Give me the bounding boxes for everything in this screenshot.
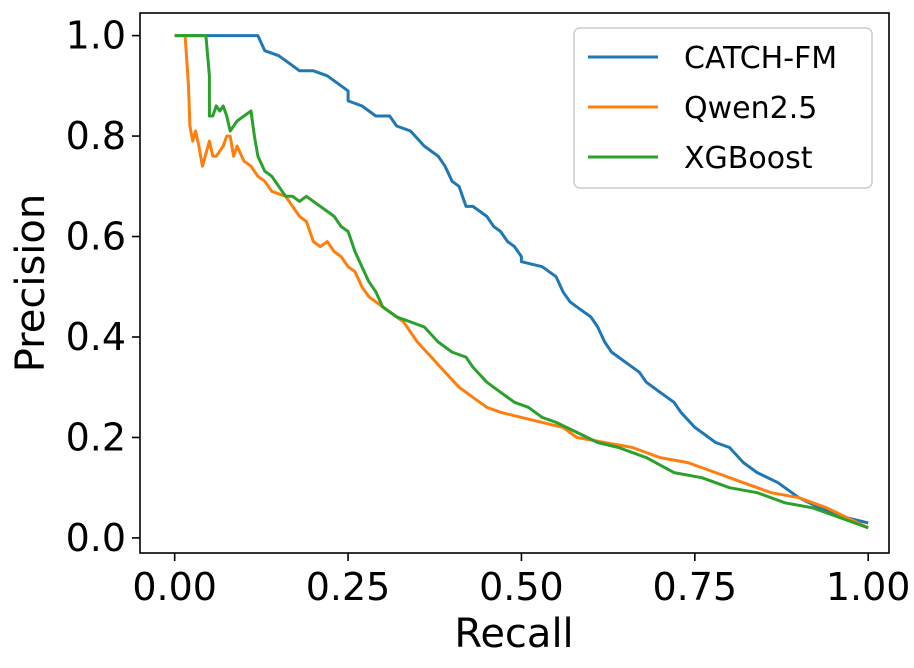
x-tick-label: 0.00	[132, 565, 217, 609]
x-tick-label: 0.75	[653, 565, 738, 609]
x-tick-label: 0.25	[306, 565, 391, 609]
y-tick-label: 0.4	[66, 315, 126, 359]
y-tick-label: 1.0	[66, 14, 126, 58]
legend-label: XGBoost	[684, 141, 813, 176]
legend-label: CATCH-FM	[684, 41, 837, 76]
legend-frame	[573, 27, 873, 189]
plot-frame	[139, 12, 890, 554]
y-axis: 0.0 0.2 0.4 0.6 0.8 1.0	[66, 14, 140, 560]
legend: CATCH-FM Qwen2.5 XGBoost	[573, 27, 873, 189]
legend-label: Qwen2.5	[684, 91, 817, 126]
y-tick-label: 0.0	[66, 516, 126, 560]
y-tick-label: 0.6	[66, 215, 126, 259]
y-axis-title: Precision	[8, 194, 54, 372]
x-axis: 0.00 0.25 0.50 0.75 1.00	[132, 553, 910, 609]
series-line-1	[174, 34, 869, 530]
y-tick-label: 0.2	[66, 415, 126, 459]
series-line-2	[174, 34, 869, 530]
y-tick-label: 0.8	[66, 114, 126, 158]
x-tick-label: 0.50	[479, 565, 564, 609]
series-layer	[174, 34, 869, 530]
x-tick-label: 1.00	[826, 565, 911, 609]
x-axis-title: Recall	[454, 611, 573, 657]
series-line-0	[174, 34, 869, 525]
